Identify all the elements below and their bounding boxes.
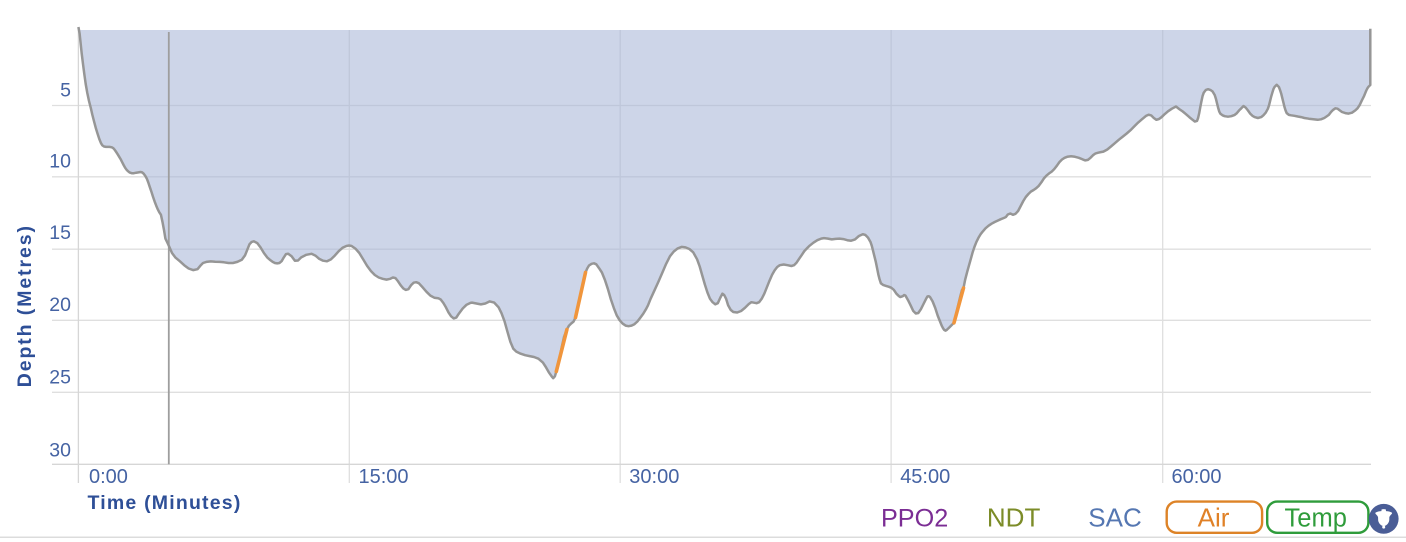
- svg-text:25: 25: [49, 367, 71, 389]
- svg-text:Time (Minutes): Time (Minutes): [88, 492, 242, 514]
- svg-text:15: 15: [49, 222, 71, 244]
- svg-text:20: 20: [49, 294, 71, 316]
- svg-text:SAC: SAC: [1088, 503, 1141, 533]
- svg-text:0:00: 0:00: [89, 466, 128, 488]
- svg-text:60:00: 60:00: [1172, 466, 1222, 488]
- svg-text:Air: Air: [1198, 503, 1230, 533]
- svg-text:Temp: Temp: [1285, 505, 1347, 533]
- svg-text:PPO2: PPO2: [881, 505, 948, 533]
- svg-text:30: 30: [49, 440, 71, 462]
- svg-text:45:00: 45:00: [900, 466, 950, 488]
- svg-text:5: 5: [60, 80, 71, 102]
- svg-text:15:00: 15:00: [359, 466, 409, 488]
- svg-text:10: 10: [49, 151, 71, 173]
- svg-text:30:00: 30:00: [629, 466, 679, 488]
- svg-text:NDT: NDT: [987, 503, 1041, 533]
- svg-text:Depth (Metres): Depth (Metres): [14, 224, 36, 387]
